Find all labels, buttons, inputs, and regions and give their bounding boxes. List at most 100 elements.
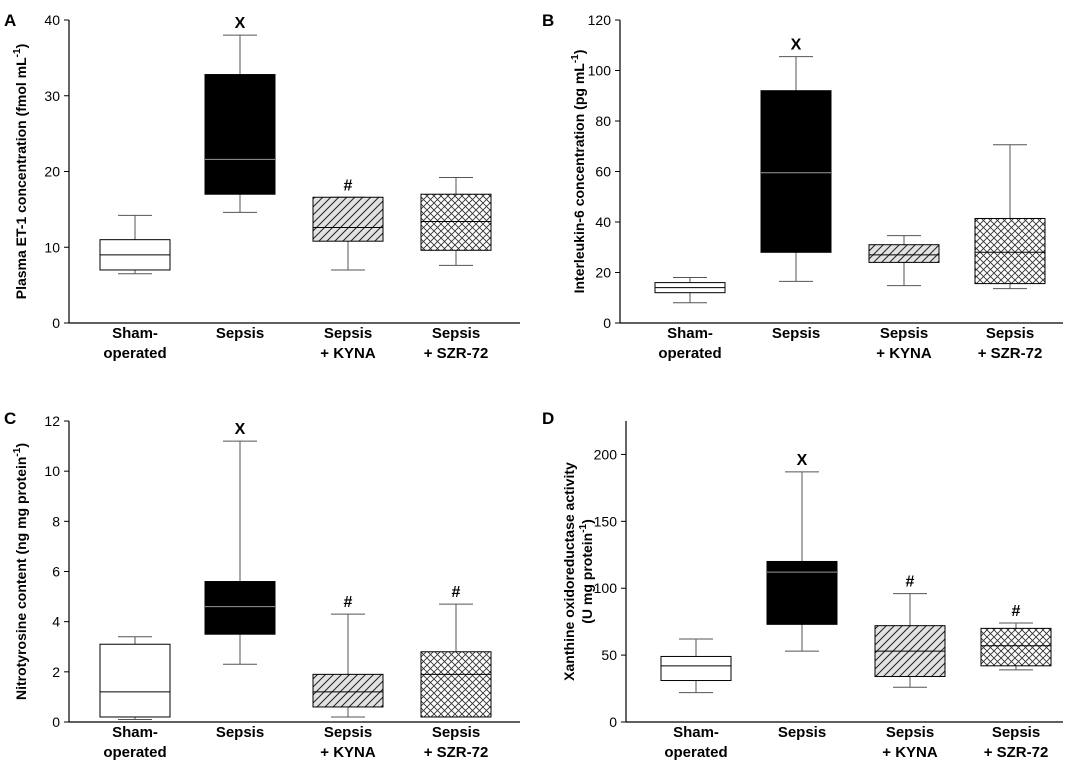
box-iqr	[204, 74, 276, 195]
y-tick-label: 0	[52, 714, 60, 730]
y-tick-label: 40	[595, 214, 611, 230]
y-tick-label: 4	[52, 614, 60, 630]
y-tick-label: 12	[44, 413, 60, 429]
box-iqr	[420, 651, 492, 718]
significance-marker-hash: #	[906, 574, 915, 591]
box-iqr	[660, 655, 732, 682]
box-3: #	[312, 177, 384, 271]
y-tick-label: 120	[588, 12, 612, 28]
y-axis-label-text: Plasma ET-1 concentration (fmol mL	[13, 57, 29, 299]
y-axis-label-tail: )	[579, 519, 595, 524]
y-tick-label: 0	[603, 315, 611, 331]
category-label-line2: + KYNA	[320, 345, 376, 362]
category-label-line1: Sepsis	[992, 724, 1040, 741]
significance-marker-hash: #	[344, 594, 353, 611]
category-label-line2: + KYNA	[320, 744, 376, 761]
y-tick-label: 40	[44, 12, 60, 28]
y-tick-label: 60	[595, 164, 611, 180]
significance-marker-x: X	[791, 37, 802, 54]
category-label-line2: operated	[103, 744, 166, 761]
y-axis-label: Interleukin-6 concentration (pg mL-1)	[570, 50, 587, 294]
panel-C: C 0 2 4 6 8 10 12 Nitrotyrosine content (ng mg p…	[4, 409, 520, 761]
y-axis-label: Xanthine oxidoreductase activity (U mg pr…	[561, 462, 595, 681]
box-1	[654, 277, 726, 304]
box-iqr	[99, 643, 171, 718]
y-tick-label: 100	[594, 580, 618, 596]
box-4	[974, 144, 1046, 290]
y-tick-label: 8	[52, 513, 60, 529]
box-iqr	[312, 196, 384, 242]
y-tick-label: 50	[601, 647, 617, 663]
box-iqr	[766, 560, 838, 625]
box-3	[868, 235, 940, 287]
category-label-line2: + KYNA	[876, 345, 932, 362]
category-label-line1: Sham-	[112, 325, 158, 342]
category-label-line1: Sepsis	[886, 724, 934, 741]
category-label-line1: Sepsis	[880, 325, 928, 342]
y-tick-label: 30	[44, 88, 60, 104]
y-axis-label-tail: )	[571, 50, 587, 55]
box-2: X	[204, 421, 276, 665]
category-label-line1: Sepsis	[778, 724, 826, 741]
y-tick-label: 10	[44, 239, 60, 255]
box-iqr	[974, 217, 1046, 285]
y-tick-label: 0	[609, 714, 617, 730]
y-axis-label-tail: )	[13, 44, 29, 49]
category-label-line1: Sepsis	[324, 325, 372, 342]
y-tick-label: 2	[52, 664, 60, 680]
category-label-line1: Sepsis	[216, 724, 264, 741]
box-1	[99, 214, 171, 275]
category-label-line1: Sepsis	[216, 325, 264, 342]
y-axis-label-line2: (U mg protein	[579, 533, 595, 624]
category-label-line1: Sepsis	[986, 325, 1034, 342]
box-4: #	[980, 603, 1052, 671]
box-3: #	[874, 574, 946, 688]
significance-marker-x: X	[235, 15, 246, 32]
panel-letter: C	[4, 409, 16, 428]
significance-marker-hash: #	[1012, 603, 1021, 620]
category-label-line1: Sham-	[112, 724, 158, 741]
y-axis-label-text: Nitrotyrosine content (ng mg protein	[13, 457, 29, 700]
panel-letter: B	[542, 11, 554, 30]
y-axis-label-superscript: -1	[578, 523, 589, 532]
significance-marker-x: X	[797, 452, 808, 469]
box-2: X	[766, 452, 838, 652]
panel-B: B 0 20 40 60 80 100 120 Interleukin-6 concentrat…	[542, 11, 1063, 362]
box-iqr	[312, 673, 384, 708]
panel-A: A 0 10 20 30 40 Plasma ET-1 concentration (fmo…	[4, 11, 520, 362]
y-tick-label: 20	[595, 265, 611, 281]
y-tick-label: 80	[595, 113, 611, 129]
category-label-line2: + SZR-72	[984, 744, 1049, 761]
box-1	[660, 638, 732, 694]
significance-marker-hash: #	[452, 584, 461, 601]
box-iqr	[868, 244, 940, 263]
box-iqr	[980, 627, 1052, 667]
category-label-line1: Sepsis	[772, 325, 820, 342]
y-axis-label-superscript: -1	[12, 447, 23, 456]
category-label-line1: Sepsis	[432, 325, 480, 342]
significance-marker-x: X	[235, 421, 246, 438]
y-axis-label-tail: )	[13, 443, 29, 448]
category-label-line2: + SZR-72	[978, 345, 1043, 362]
box-iqr	[204, 581, 276, 635]
category-label-line1: Sham-	[667, 325, 713, 342]
y-axis-label-superscript: -1	[12, 48, 23, 57]
category-label-line2: operated	[664, 744, 727, 761]
y-axis-label: Plasma ET-1 concentration (fmol mL-1)	[12, 44, 29, 300]
box-4: #	[420, 584, 492, 718]
y-tick-label: 100	[588, 63, 612, 79]
y-tick-label: 150	[594, 513, 618, 529]
category-label-line2: + SZR-72	[424, 345, 489, 362]
significance-marker-hash: #	[344, 177, 353, 194]
y-tick-label: 200	[594, 446, 618, 462]
y-tick-label: 0	[52, 315, 60, 331]
box-2: X	[204, 15, 276, 213]
category-label-line2: + KYNA	[882, 744, 938, 761]
box-iqr	[760, 90, 832, 253]
category-label-line1: Sepsis	[324, 724, 372, 741]
category-label-line2: + SZR-72	[424, 744, 489, 761]
box-2: X	[760, 37, 832, 282]
y-tick-label: 20	[44, 164, 60, 180]
